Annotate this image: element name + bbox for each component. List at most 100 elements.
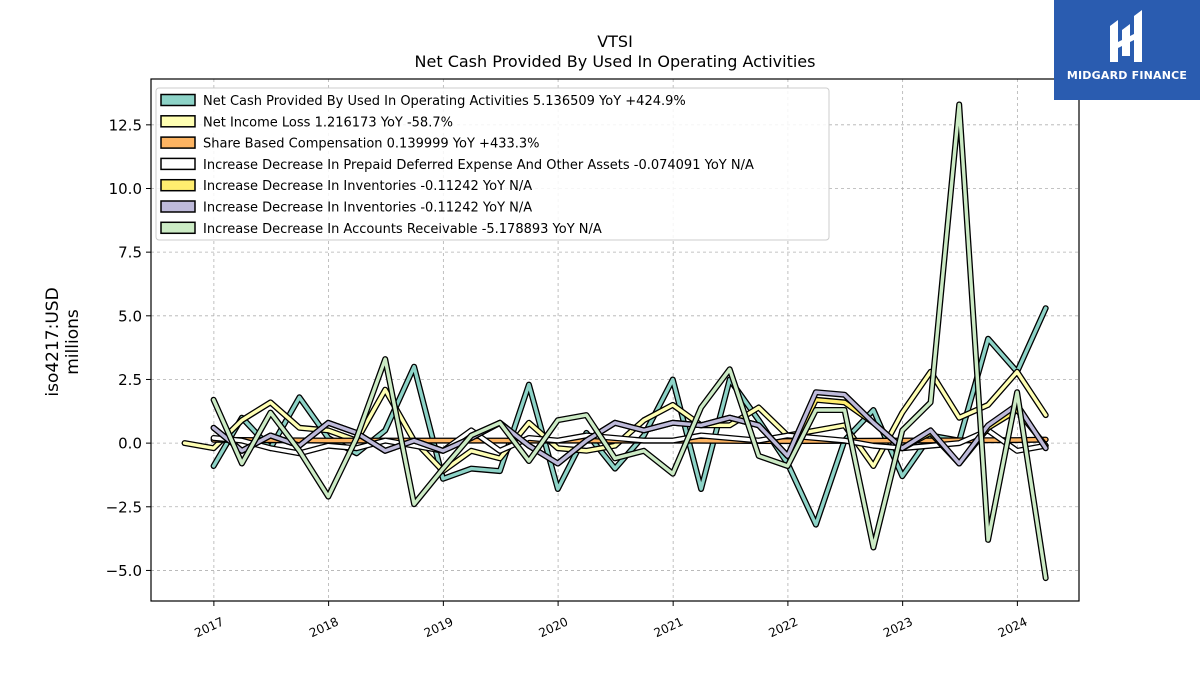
data-point	[241, 462, 243, 464]
data-point	[786, 455, 788, 457]
data-point	[929, 401, 931, 403]
data-point	[470, 434, 472, 436]
legend-swatch	[160, 221, 196, 235]
data-point	[700, 424, 702, 426]
data-point	[987, 424, 989, 426]
data-point	[614, 422, 616, 424]
data-point	[442, 450, 444, 452]
data-point	[872, 422, 874, 424]
data-point	[987, 338, 989, 340]
data-point	[470, 467, 472, 469]
y-tick-label: 5.0	[118, 307, 142, 325]
data-point	[729, 437, 731, 439]
legend-swatch	[160, 93, 196, 107]
data-point	[758, 406, 760, 408]
legend-box	[155, 87, 830, 241]
data-point	[700, 488, 702, 490]
data-point	[843, 394, 845, 396]
x-tick-label: 2024	[996, 615, 1030, 641]
data-point	[614, 437, 616, 439]
data-point	[499, 450, 501, 452]
y-tick-label: 2.5	[118, 371, 142, 389]
data-point	[1045, 307, 1047, 309]
x-tick-label: 2017	[192, 615, 226, 641]
data-point	[672, 439, 674, 441]
data-point	[1016, 450, 1018, 452]
data-point	[327, 439, 329, 441]
data-point	[843, 401, 845, 403]
x-tick-label: 2018	[307, 615, 341, 641]
series-line-outline	[210, 305, 1049, 528]
midgard-finance-logo: MIDGARD FINANCE	[1054, 0, 1200, 100]
data-point	[557, 462, 559, 464]
series-lines	[181, 101, 1049, 582]
data-point	[470, 450, 472, 452]
data-point	[183, 442, 185, 444]
data-point	[585, 434, 587, 436]
data-point	[643, 429, 645, 431]
x-tick-label: 2020	[537, 615, 571, 641]
data-point	[758, 439, 760, 441]
data-point	[929, 429, 931, 431]
data-point	[413, 503, 415, 505]
y-tick-label: −5.0	[106, 562, 142, 580]
data-point	[442, 439, 444, 441]
data-point	[643, 439, 645, 441]
legend-swatch	[160, 200, 196, 213]
data-point	[1016, 371, 1018, 373]
data-point	[1016, 391, 1018, 393]
data-point	[872, 465, 874, 467]
data-point	[987, 404, 989, 406]
data-point	[528, 437, 530, 439]
data-point	[901, 429, 903, 431]
plot-frame	[150, 78, 1080, 602]
x-tick-label: 2019	[422, 615, 456, 641]
y-axis-label-line1: iso4217:USD	[43, 287, 63, 396]
legend: Net Cash Provided By Used In Operating A…	[155, 87, 830, 241]
data-point	[987, 539, 989, 541]
data-point	[241, 450, 243, 452]
y-tick-label: 7.5	[118, 244, 142, 262]
data-point	[729, 424, 731, 426]
data-point	[327, 445, 329, 447]
data-point	[355, 447, 357, 449]
data-point	[929, 445, 931, 447]
data-point	[958, 462, 960, 464]
data-point	[327, 495, 329, 497]
data-point	[643, 450, 645, 452]
data-point	[614, 457, 616, 459]
data-point	[470, 429, 472, 431]
data-point	[269, 401, 271, 403]
data-point	[901, 447, 903, 449]
data-point	[815, 523, 817, 525]
y-tick-label: 12.5	[109, 116, 142, 134]
data-point	[413, 445, 415, 447]
data-point	[557, 439, 559, 441]
data-point	[499, 422, 501, 424]
data-point	[815, 409, 817, 411]
data-point	[241, 419, 243, 421]
data-point	[384, 450, 386, 452]
data-point	[614, 467, 616, 469]
legend-label: Share Based Compensation 0.139999 YoY +4…	[203, 137, 540, 152]
data-point	[786, 465, 788, 467]
y-tick-label: −2.5	[106, 498, 142, 516]
data-point	[384, 439, 386, 441]
data-point	[958, 417, 960, 419]
data-point	[269, 411, 271, 413]
data-point	[729, 417, 731, 419]
data-point	[212, 399, 214, 401]
data-point	[901, 411, 903, 413]
data-point	[528, 383, 530, 385]
data-point	[872, 409, 874, 411]
legend-label: Increase Decrease In Inventories -0.1124…	[203, 179, 532, 194]
x-tick-label: 2022	[766, 615, 800, 641]
chart-subtitle: Net Cash Provided By Used In Operating A…	[415, 52, 816, 71]
data-point	[298, 396, 300, 398]
data-point	[786, 434, 788, 436]
data-point	[442, 467, 444, 469]
data-point	[958, 103, 960, 105]
data-point	[643, 434, 645, 436]
series-line	[211, 102, 1048, 580]
